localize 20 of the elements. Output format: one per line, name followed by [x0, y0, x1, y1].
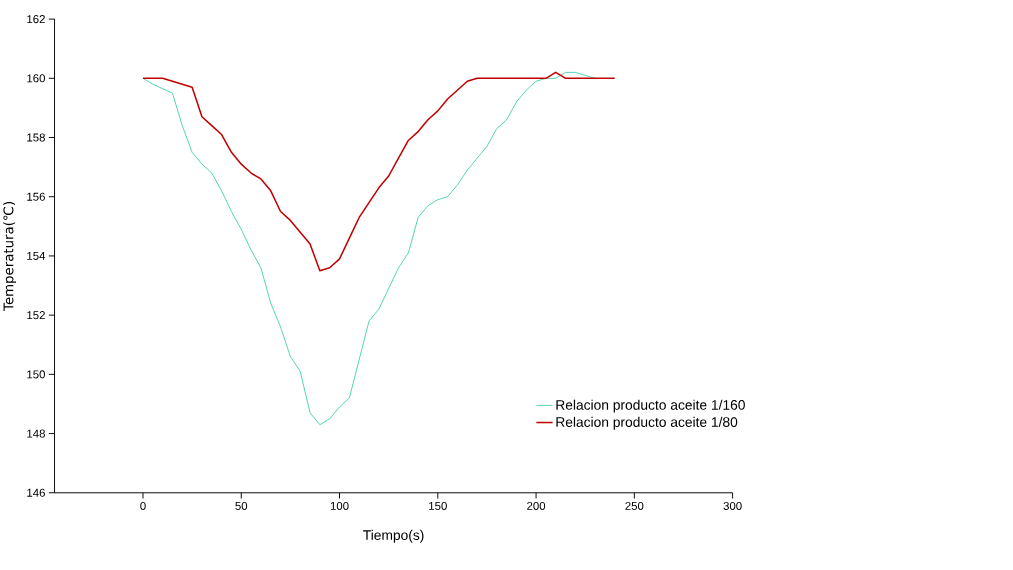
x-axis-title: Tiempo(s) — [363, 529, 424, 543]
x-tick-label: 0 — [140, 501, 146, 510]
x-tick-label: 50 — [235, 501, 248, 510]
x-tick-label: 150 — [429, 501, 447, 510]
legend-label: Relacion producto aceite 1/80 — [556, 416, 738, 430]
y-tick-label: 160 — [27, 74, 46, 83]
y-tick-label: 152 — [27, 311, 45, 320]
legend-label: Relacion producto aceite 1/160 — [556, 399, 745, 413]
y-tick-label: 146 — [27, 488, 45, 497]
x-tick-label: 300 — [723, 501, 742, 510]
y-tick-label: 162 — [27, 14, 45, 24]
x-tick-label: 100 — [330, 501, 349, 510]
x-tick-label: 250 — [625, 501, 644, 510]
y-tick-label: 156 — [27, 192, 45, 201]
y-tick-label: 158 — [27, 133, 45, 142]
x-tick-label: 200 — [527, 501, 546, 510]
y-axis-title: Temperatura(℃) — [3, 202, 17, 311]
y-tick-label: 150 — [27, 370, 46, 379]
y-tick-label: 154 — [27, 251, 46, 260]
y-tick-label: 148 — [27, 429, 45, 438]
